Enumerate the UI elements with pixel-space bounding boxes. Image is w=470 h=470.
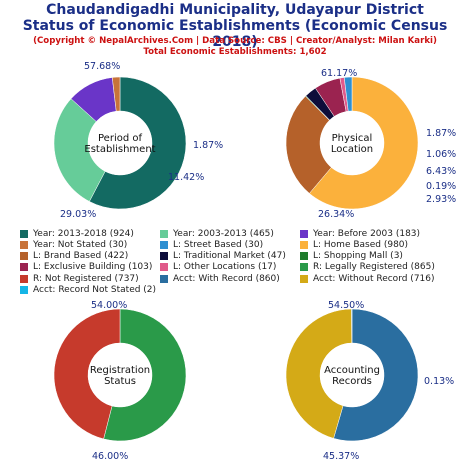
donut-hole (88, 343, 152, 407)
legend-item-year-not-stated: Year: Not Stated (30) (20, 239, 127, 250)
copyright-line: (Copyright © NepalArchives.Com | Data So… (33, 36, 437, 46)
donut-physical-location: 61.17% 26.34% 0.19% 2.93% 6.43% 1.06% 1.87% Phy… (285, 68, 456, 220)
slice-acct-without-record (285, 308, 352, 439)
slice-acct-record-not-stated (351, 308, 353, 344)
chart-title-line2: Status of Economic Establishments (Econo… (22, 18, 448, 50)
legend-swatch (300, 252, 308, 261)
legend-swatch (160, 252, 168, 261)
percent-label-year-2013-2018: 57.68% (84, 61, 120, 72)
legend-swatch (160, 229, 168, 238)
legend-label: Year: Not Stated (30) (33, 239, 128, 250)
legend-item-l-shopping-mall: L: Shopping Mall (3) (300, 251, 403, 262)
legend-item-year-2013-2018: Year: 2013-2018 (924) (20, 228, 134, 239)
legend-label: L: Shopping Mall (3) (313, 251, 403, 262)
legend-swatch (20, 263, 28, 272)
percent-label-l-brand-based: 26.34% (318, 209, 354, 220)
legend-label: L: Home Based (980) (313, 239, 409, 250)
legend-item-l-street-based: L: Street Based (30) (160, 239, 263, 250)
legend-item-acct-with-record: Acct: With Record (860) (160, 273, 280, 284)
center-label: Registration (90, 365, 150, 376)
legend-swatch (20, 252, 28, 261)
legend-swatch (160, 240, 168, 249)
legend-swatch (160, 274, 168, 283)
legend-swatch (300, 229, 308, 238)
legend-item-year-2003-2013: Year: 2003-2013 (465) (160, 228, 274, 239)
percent-label-r-not-registered: 46.00% (92, 451, 128, 462)
legend-label: L: Other Locations (17) (173, 262, 277, 273)
percent-label-year-before-2003: 11.42% (168, 172, 204, 183)
center-label: Accounting (324, 365, 380, 376)
donut-hole (320, 111, 384, 175)
chart-title-line1: Chaudandigadhi Municipality, Udayapur Di… (46, 2, 424, 18)
donut-hole (320, 343, 384, 407)
legend-item-l-other-locations: L: Other Locations (17) (160, 262, 276, 273)
percent-label-l-street-based: 1.87% (426, 128, 456, 139)
percent-label-l-home-based: 61.17% (321, 68, 357, 79)
percent-label-acct-record-not-stated: 0.13% (424, 376, 454, 387)
legend-label: L: Exclusive Building (103) (33, 262, 153, 273)
percent-label-acct-with-record: 54.50% (328, 300, 364, 311)
legend-label: Year: 2003-2013 (465) (173, 228, 274, 239)
legend-label: L: Traditional Market (47) (173, 251, 286, 262)
legend-swatch (20, 240, 28, 249)
percent-label-r-legally-registered: 54.00% (91, 300, 127, 311)
legend-label: Acct: With Record (860) (173, 273, 280, 284)
total-establishments: Total Economic Establishments: 1,602 (143, 47, 327, 57)
legend-swatch (300, 274, 308, 283)
legend-label: Acct: Without Record (716) (313, 273, 435, 284)
donut-hole (88, 111, 152, 175)
legend-label: L: Brand Based (422) (33, 251, 129, 262)
legend-label: Acct: Record Not Stated (2) (33, 285, 157, 295)
center-label: Location (331, 144, 373, 155)
legend-item-l-brand-based: L: Brand Based (422) (20, 251, 128, 262)
legend-item-l-exclusive-building: L: Exclusive Building (103) (20, 262, 152, 273)
percent-label-year-2003-2013: 29.03% (60, 209, 96, 220)
percent-label-l-other-locations: 1.06% (426, 149, 456, 160)
percent-label-l-traditional-market: 2.93% (426, 194, 456, 205)
legend-label: R: Legally Registered (865) (313, 262, 435, 273)
percent-label-l-exclusive-building: 6.43% (426, 166, 456, 177)
legend-label: R: Not Registered (737) (33, 273, 139, 284)
percent-label-year-not-stated: 1.87% (193, 140, 223, 151)
percent-label-l-shopping-mall: 0.19% (426, 181, 456, 192)
legend-swatch (20, 274, 28, 283)
legend-item-l-home-based: L: Home Based (980) (300, 239, 408, 250)
legend-label: L: Street Based (30) (173, 239, 264, 250)
center-label: Period of (98, 133, 142, 144)
legend-item-l-traditional-market: L: Traditional Market (47) (160, 251, 286, 262)
donut-period-of-establishment: 57.68% 29.03% 11.42% 1.87% Period ofEstablis… (53, 61, 223, 220)
legend-item-r-legally-registered: R: Legally Registered (865) (300, 262, 435, 273)
center-label: Physical (332, 133, 373, 144)
legend-swatch (300, 240, 308, 249)
legend-swatch (20, 286, 28, 294)
percent-label-acct-without-record: 45.37% (323, 451, 359, 462)
legend-item-year-before-2003: Year: Before 2003 (183) (300, 228, 420, 239)
center-label: Establishment (84, 144, 155, 155)
legend-item-acct-record-not-stated: Acct: Record Not Stated (2) (20, 285, 156, 296)
legend-item-r-not-registered: R: Not Registered (737) (20, 273, 139, 284)
center-label: Status (104, 376, 136, 387)
legend-swatch (160, 263, 168, 272)
legend-swatch (20, 229, 28, 238)
legend-item-acct-without-record: Acct: Without Record (716) (300, 273, 435, 284)
center-label: Records (332, 376, 372, 387)
legend-swatch (300, 263, 308, 272)
legend-label: Year: 2013-2018 (924) (33, 228, 134, 239)
legend-label: Year: Before 2003 (183) (313, 228, 421, 239)
